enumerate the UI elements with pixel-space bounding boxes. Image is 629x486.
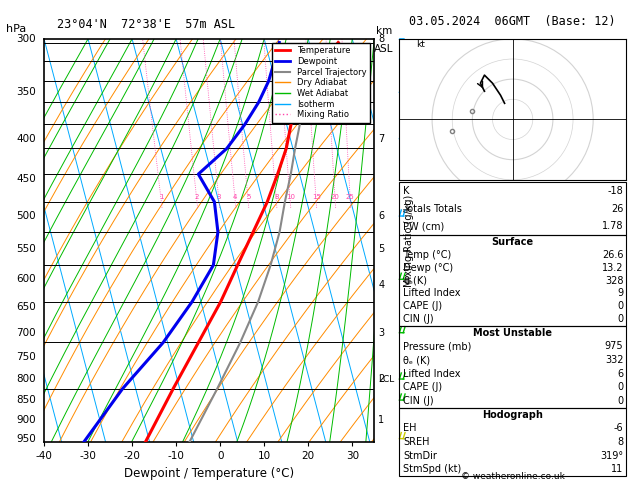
Text: 25: 25: [346, 194, 355, 200]
X-axis label: Dewpoint / Temperature (°C): Dewpoint / Temperature (°C): [124, 467, 294, 480]
Text: θₑ (K): θₑ (K): [403, 355, 430, 365]
Text: 750: 750: [16, 352, 36, 362]
Text: 800: 800: [16, 374, 36, 384]
Text: CAPE (J): CAPE (J): [403, 382, 442, 392]
Text: 8: 8: [274, 194, 279, 200]
Text: 11: 11: [611, 465, 623, 474]
Text: 400: 400: [16, 134, 36, 144]
Text: 8: 8: [378, 34, 384, 44]
Text: 0: 0: [617, 382, 623, 392]
Text: StmDir: StmDir: [403, 451, 437, 461]
Text: 26: 26: [611, 204, 623, 214]
Text: PW (cm): PW (cm): [403, 222, 445, 231]
Text: 5: 5: [246, 194, 250, 200]
Text: StmSpd (kt): StmSpd (kt): [403, 465, 462, 474]
Text: EH: EH: [403, 423, 416, 434]
Text: LCL: LCL: [378, 375, 394, 383]
Text: 0: 0: [617, 314, 623, 324]
Text: SREH: SREH: [403, 437, 430, 447]
Text: 6: 6: [617, 369, 623, 379]
Text: Temp (°C): Temp (°C): [403, 250, 452, 260]
Text: © weatheronline.co.uk: © weatheronline.co.uk: [460, 472, 565, 481]
Text: kt: kt: [416, 40, 425, 49]
Text: 0: 0: [617, 396, 623, 406]
Text: 0: 0: [617, 301, 623, 312]
Text: 600: 600: [16, 274, 36, 284]
Text: 23°04'N  72°38'E  57m ASL: 23°04'N 72°38'E 57m ASL: [57, 18, 235, 31]
Text: Totals Totals: Totals Totals: [403, 204, 462, 214]
Text: 850: 850: [16, 395, 36, 405]
Text: 350: 350: [16, 87, 36, 97]
Text: Mixing Ratio (g/kg): Mixing Ratio (g/kg): [404, 194, 414, 287]
Text: 3: 3: [378, 328, 384, 338]
Text: 15: 15: [312, 194, 321, 200]
Text: 319°: 319°: [600, 451, 623, 461]
Text: 328: 328: [605, 276, 623, 286]
Text: CIN (J): CIN (J): [403, 396, 434, 406]
Text: -18: -18: [608, 186, 623, 196]
Text: 332: 332: [605, 355, 623, 365]
Text: 500: 500: [16, 211, 36, 221]
Text: 950: 950: [16, 434, 36, 444]
Text: ASL: ASL: [374, 44, 394, 54]
Text: 700: 700: [16, 328, 36, 338]
Text: 3: 3: [217, 194, 221, 200]
Text: CAPE (J): CAPE (J): [403, 301, 442, 312]
Text: 9: 9: [617, 289, 623, 298]
Text: -6: -6: [614, 423, 623, 434]
Text: 6: 6: [378, 211, 384, 221]
Text: Lifted Index: Lifted Index: [403, 369, 460, 379]
Text: Surface: Surface: [492, 237, 533, 247]
Text: 550: 550: [16, 244, 36, 254]
Text: 450: 450: [16, 174, 36, 185]
Text: Hodograph: Hodograph: [482, 410, 543, 420]
Text: 13.2: 13.2: [602, 262, 623, 273]
Text: 7: 7: [378, 134, 384, 144]
Text: 4: 4: [378, 280, 384, 290]
Text: 650: 650: [16, 302, 36, 312]
Text: Dewp (°C): Dewp (°C): [403, 262, 454, 273]
Text: 8: 8: [617, 437, 623, 447]
Text: 2: 2: [195, 194, 199, 200]
Text: CIN (J): CIN (J): [403, 314, 434, 324]
Text: 900: 900: [16, 415, 36, 425]
Legend: Temperature, Dewpoint, Parcel Trajectory, Dry Adiabat, Wet Adiabat, Isotherm, Mi: Temperature, Dewpoint, Parcel Trajectory…: [272, 43, 370, 122]
Text: 975: 975: [604, 341, 623, 351]
Text: Most Unstable: Most Unstable: [473, 328, 552, 338]
Text: hPa: hPa: [6, 24, 26, 34]
Text: 10: 10: [286, 194, 295, 200]
Text: 03.05.2024  06GMT  (Base: 12): 03.05.2024 06GMT (Base: 12): [409, 15, 616, 28]
Text: 26.6: 26.6: [602, 250, 623, 260]
Text: θₑ(K): θₑ(K): [403, 276, 427, 286]
Text: Lifted Index: Lifted Index: [403, 289, 460, 298]
Text: 5: 5: [378, 244, 384, 254]
Text: 1: 1: [378, 415, 384, 425]
Text: 20: 20: [331, 194, 340, 200]
Text: 4: 4: [233, 194, 238, 200]
Text: K: K: [403, 186, 409, 196]
Text: 300: 300: [16, 34, 36, 44]
Text: Pressure (mb): Pressure (mb): [403, 341, 472, 351]
Text: km: km: [376, 26, 392, 36]
Text: 2: 2: [378, 374, 384, 384]
Text: 1: 1: [159, 194, 164, 200]
Text: 1.78: 1.78: [602, 222, 623, 231]
